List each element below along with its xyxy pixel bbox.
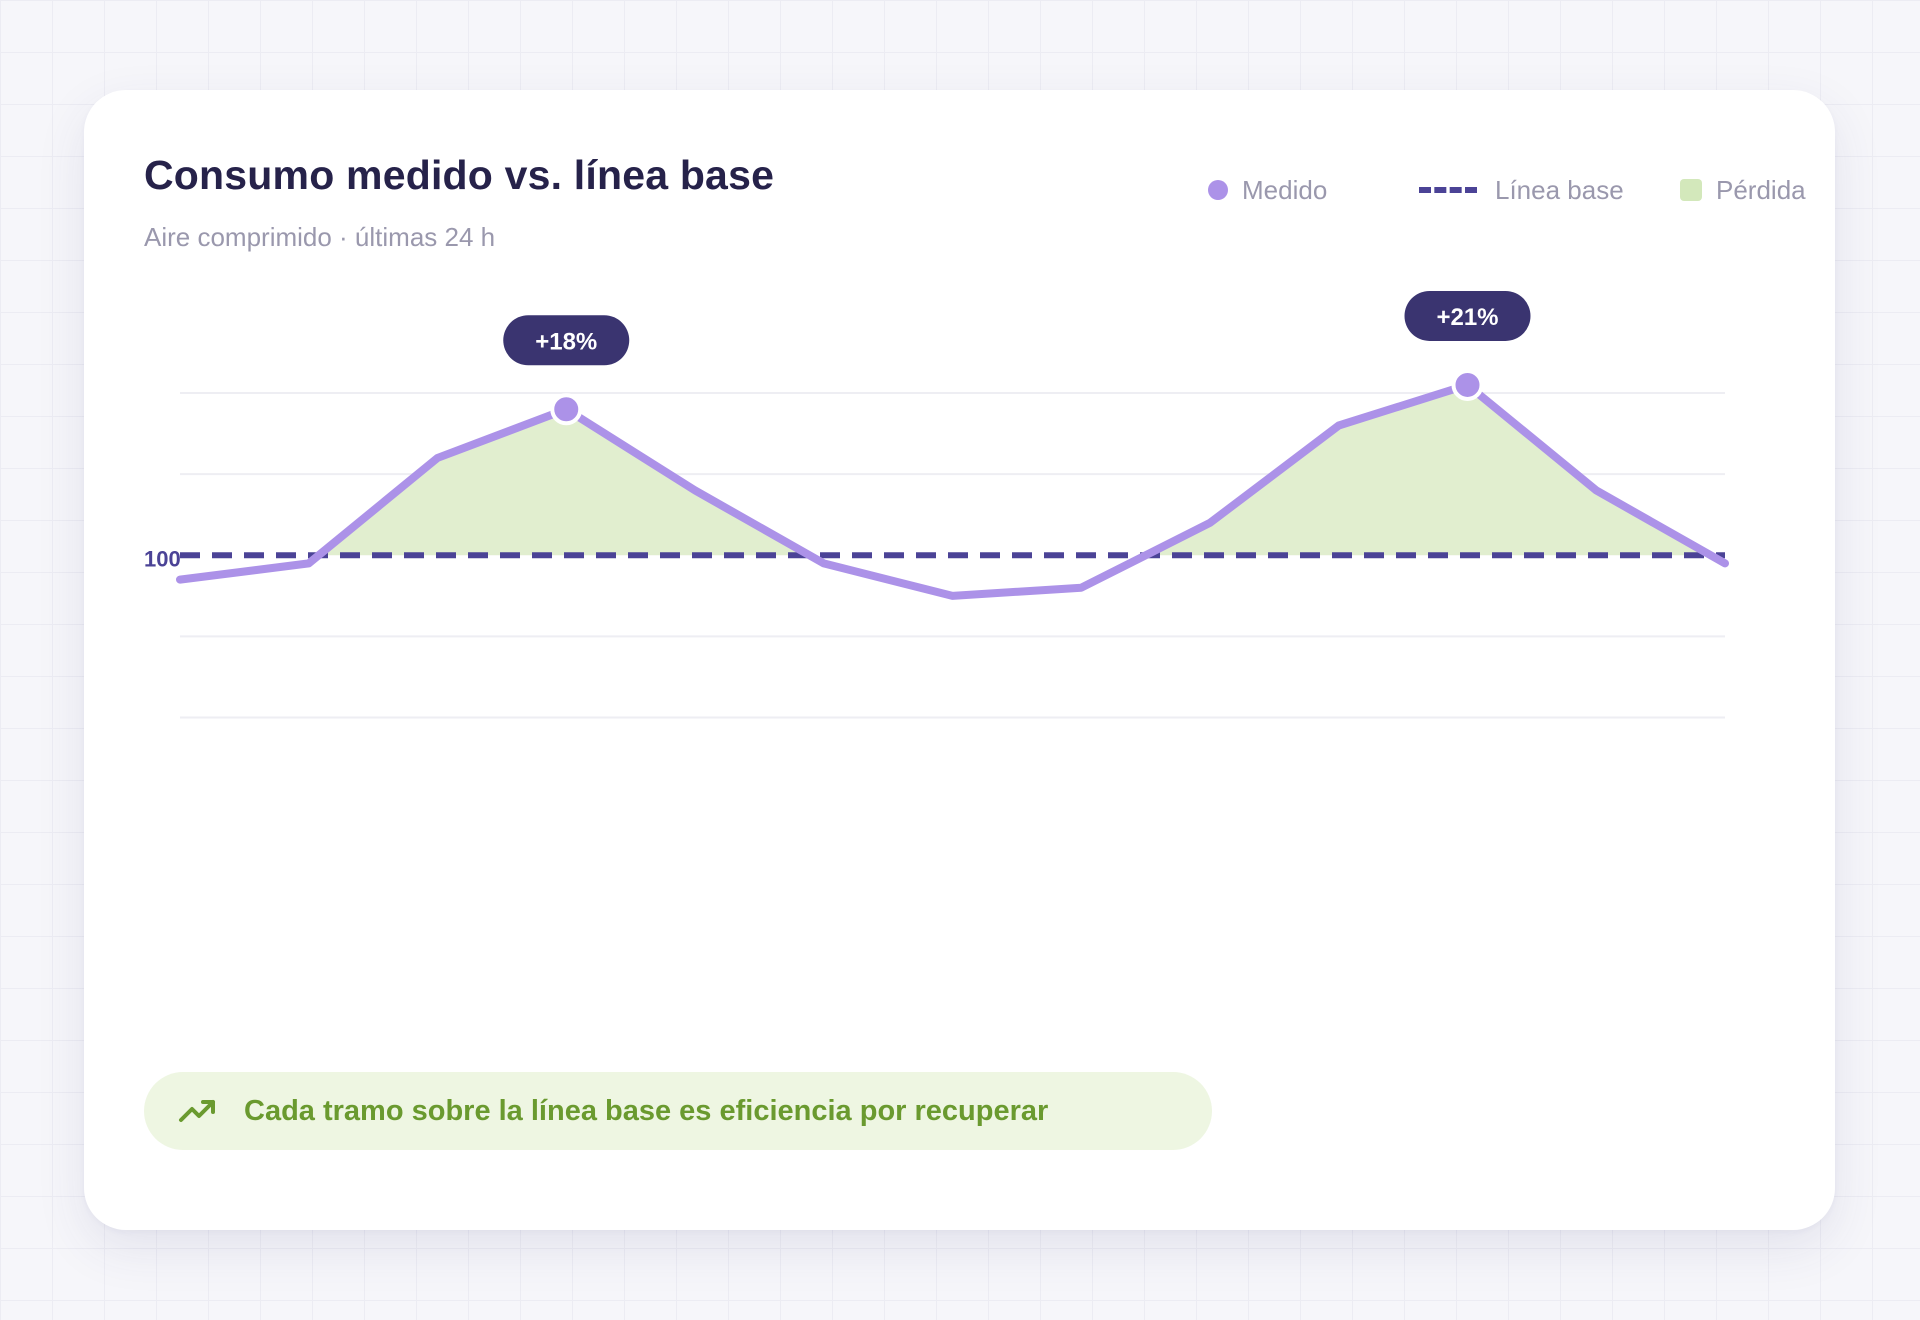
legend-item-loss: Pérdida <box>1680 170 1806 210</box>
annotation-badge <box>1404 290 1531 341</box>
legend-label-loss: Pérdida <box>1716 174 1806 205</box>
legend-swatch-loss <box>1680 179 1702 201</box>
loss-area <box>1145 384 1711 556</box>
trending-up-icon <box>179 1100 215 1122</box>
chart-title: Consumo medido vs. línea base <box>144 152 775 198</box>
chart-legend: Medido Línea base Pérdida <box>84 170 1835 210</box>
loss-area <box>318 409 810 556</box>
annotation-badge <box>503 315 630 366</box>
legend-item-measured: Medido <box>1208 170 1327 210</box>
peak-point <box>550 393 583 426</box>
legend-swatch-measured <box>1208 180 1228 200</box>
chart-subtitle: Aire comprimido · últimas 24 h <box>144 222 496 252</box>
callout-text: Cada tramo sobre la línea base es eficie… <box>244 1094 1049 1127</box>
peak-point <box>1451 368 1484 401</box>
line-chart: 100 +18% +21% <box>144 290 1729 719</box>
baseline-label: 100 <box>144 546 181 571</box>
legend-label-measured: Medido <box>1242 174 1328 205</box>
legend-item-baseline: Línea base <box>1419 170 1624 210</box>
legend-swatch-baseline <box>1419 187 1477 193</box>
annotation-label: +21% <box>1436 304 1498 331</box>
chart-card: Consumo medido vs. línea base Aire compr… <box>84 90 1835 1230</box>
legend-label-baseline: Línea base <box>1495 174 1624 205</box>
annotation-label: +18% <box>535 328 597 355</box>
insight-callout: Cada tramo sobre la línea base es eficie… <box>144 1072 1212 1150</box>
